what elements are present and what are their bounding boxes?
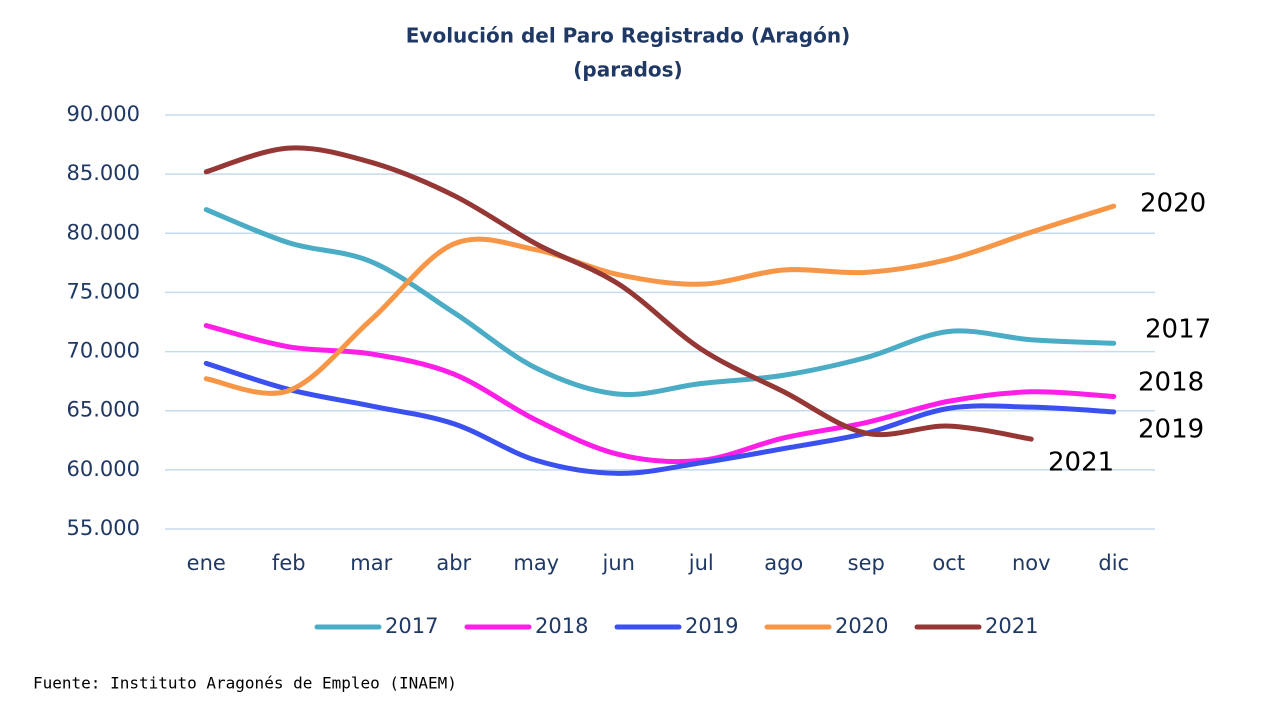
series-line xyxy=(203,207,1117,398)
series-line xyxy=(203,145,1034,442)
chart-title: Evolución del Paro Registrado (Aragón) xyxy=(406,24,850,48)
x-tick-label: mar xyxy=(350,551,392,575)
series-end-label: 2017 xyxy=(1145,315,1211,345)
x-tick-label: jul xyxy=(688,551,714,575)
x-tick-label: abr xyxy=(436,551,471,575)
source: Fuente: Instituto Aragonés de Empleo (IN… xyxy=(33,674,457,693)
x-tick-label: oct xyxy=(932,551,965,575)
x-tick-label: feb xyxy=(272,551,306,575)
legend-label: 2019 xyxy=(685,614,738,638)
series-line xyxy=(203,360,1117,476)
y-tick-label: 90.000 xyxy=(67,102,140,126)
legend-label: 2020 xyxy=(835,614,888,638)
chart-subtitle: (parados) xyxy=(573,58,682,82)
series-line xyxy=(203,323,1117,465)
legend-label: 2018 xyxy=(535,614,588,638)
y-tick-label: 65.000 xyxy=(67,398,140,422)
x-tick-label: ago xyxy=(764,551,803,575)
x-tick-label: may xyxy=(513,551,559,575)
series-end-label: 2020 xyxy=(1140,189,1206,219)
series-end-label: 2018 xyxy=(1138,368,1204,398)
x-tick-label: nov xyxy=(1012,551,1051,575)
legend-label: 2017 xyxy=(385,614,438,638)
y-tick-label: 60.000 xyxy=(67,457,140,481)
series-line xyxy=(203,203,1117,396)
y-tick-label: 55.000 xyxy=(67,516,140,540)
y-tick-label: 80.000 xyxy=(67,220,140,244)
series-end-label: 2021 xyxy=(1048,448,1114,478)
y-tick-label: 75.000 xyxy=(67,279,140,303)
y-tick-label: 85.000 xyxy=(67,161,140,185)
x-tick-label: dic xyxy=(1098,551,1129,575)
legend-label: 2021 xyxy=(985,614,1038,638)
x-tick-label: jun xyxy=(602,551,635,575)
series-end-label: 2019 xyxy=(1138,415,1204,445)
x-tick-label: sep xyxy=(848,551,885,575)
x-tick-label: ene xyxy=(187,551,226,575)
y-tick-label: 70.000 xyxy=(67,339,140,363)
